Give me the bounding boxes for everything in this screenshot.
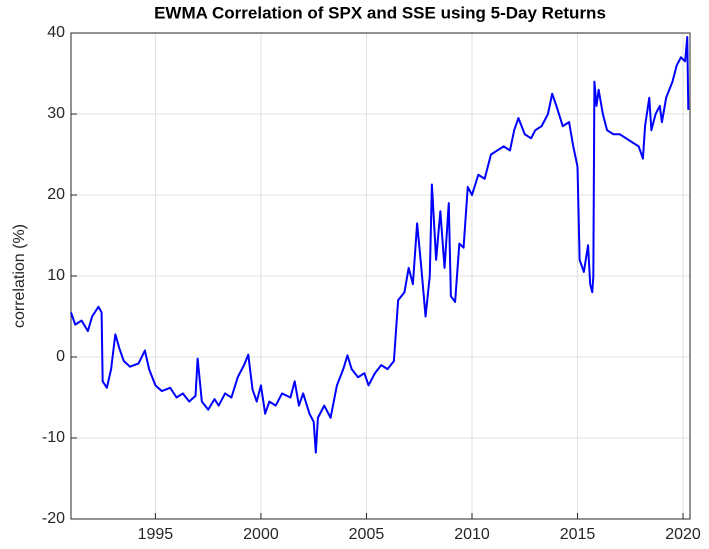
x-tick-label: 2020 [665, 526, 701, 543]
y-tick-label: 0 [56, 348, 65, 365]
chart-title: EWMA Correlation of SPX and SSE using 5-… [154, 3, 606, 22]
y-tick-label: 30 [47, 105, 65, 122]
axes-box [70, 32, 691, 520]
y-tick-label: 10 [47, 267, 65, 284]
x-tick-label: 1995 [138, 526, 174, 543]
x-tick-label: 2010 [454, 526, 490, 543]
y-tick-label: 40 [47, 24, 65, 41]
y-tick-label: -20 [42, 510, 65, 527]
y-tick-label: -10 [42, 429, 65, 446]
y-tick-label: 20 [47, 186, 65, 203]
x-tick-label: 2000 [243, 526, 279, 543]
line-series [70, 36, 690, 454]
x-tick-label: 2015 [560, 526, 596, 543]
y-axis-label: correlation (%) [11, 224, 28, 328]
x-tick-label: 2005 [349, 526, 385, 543]
